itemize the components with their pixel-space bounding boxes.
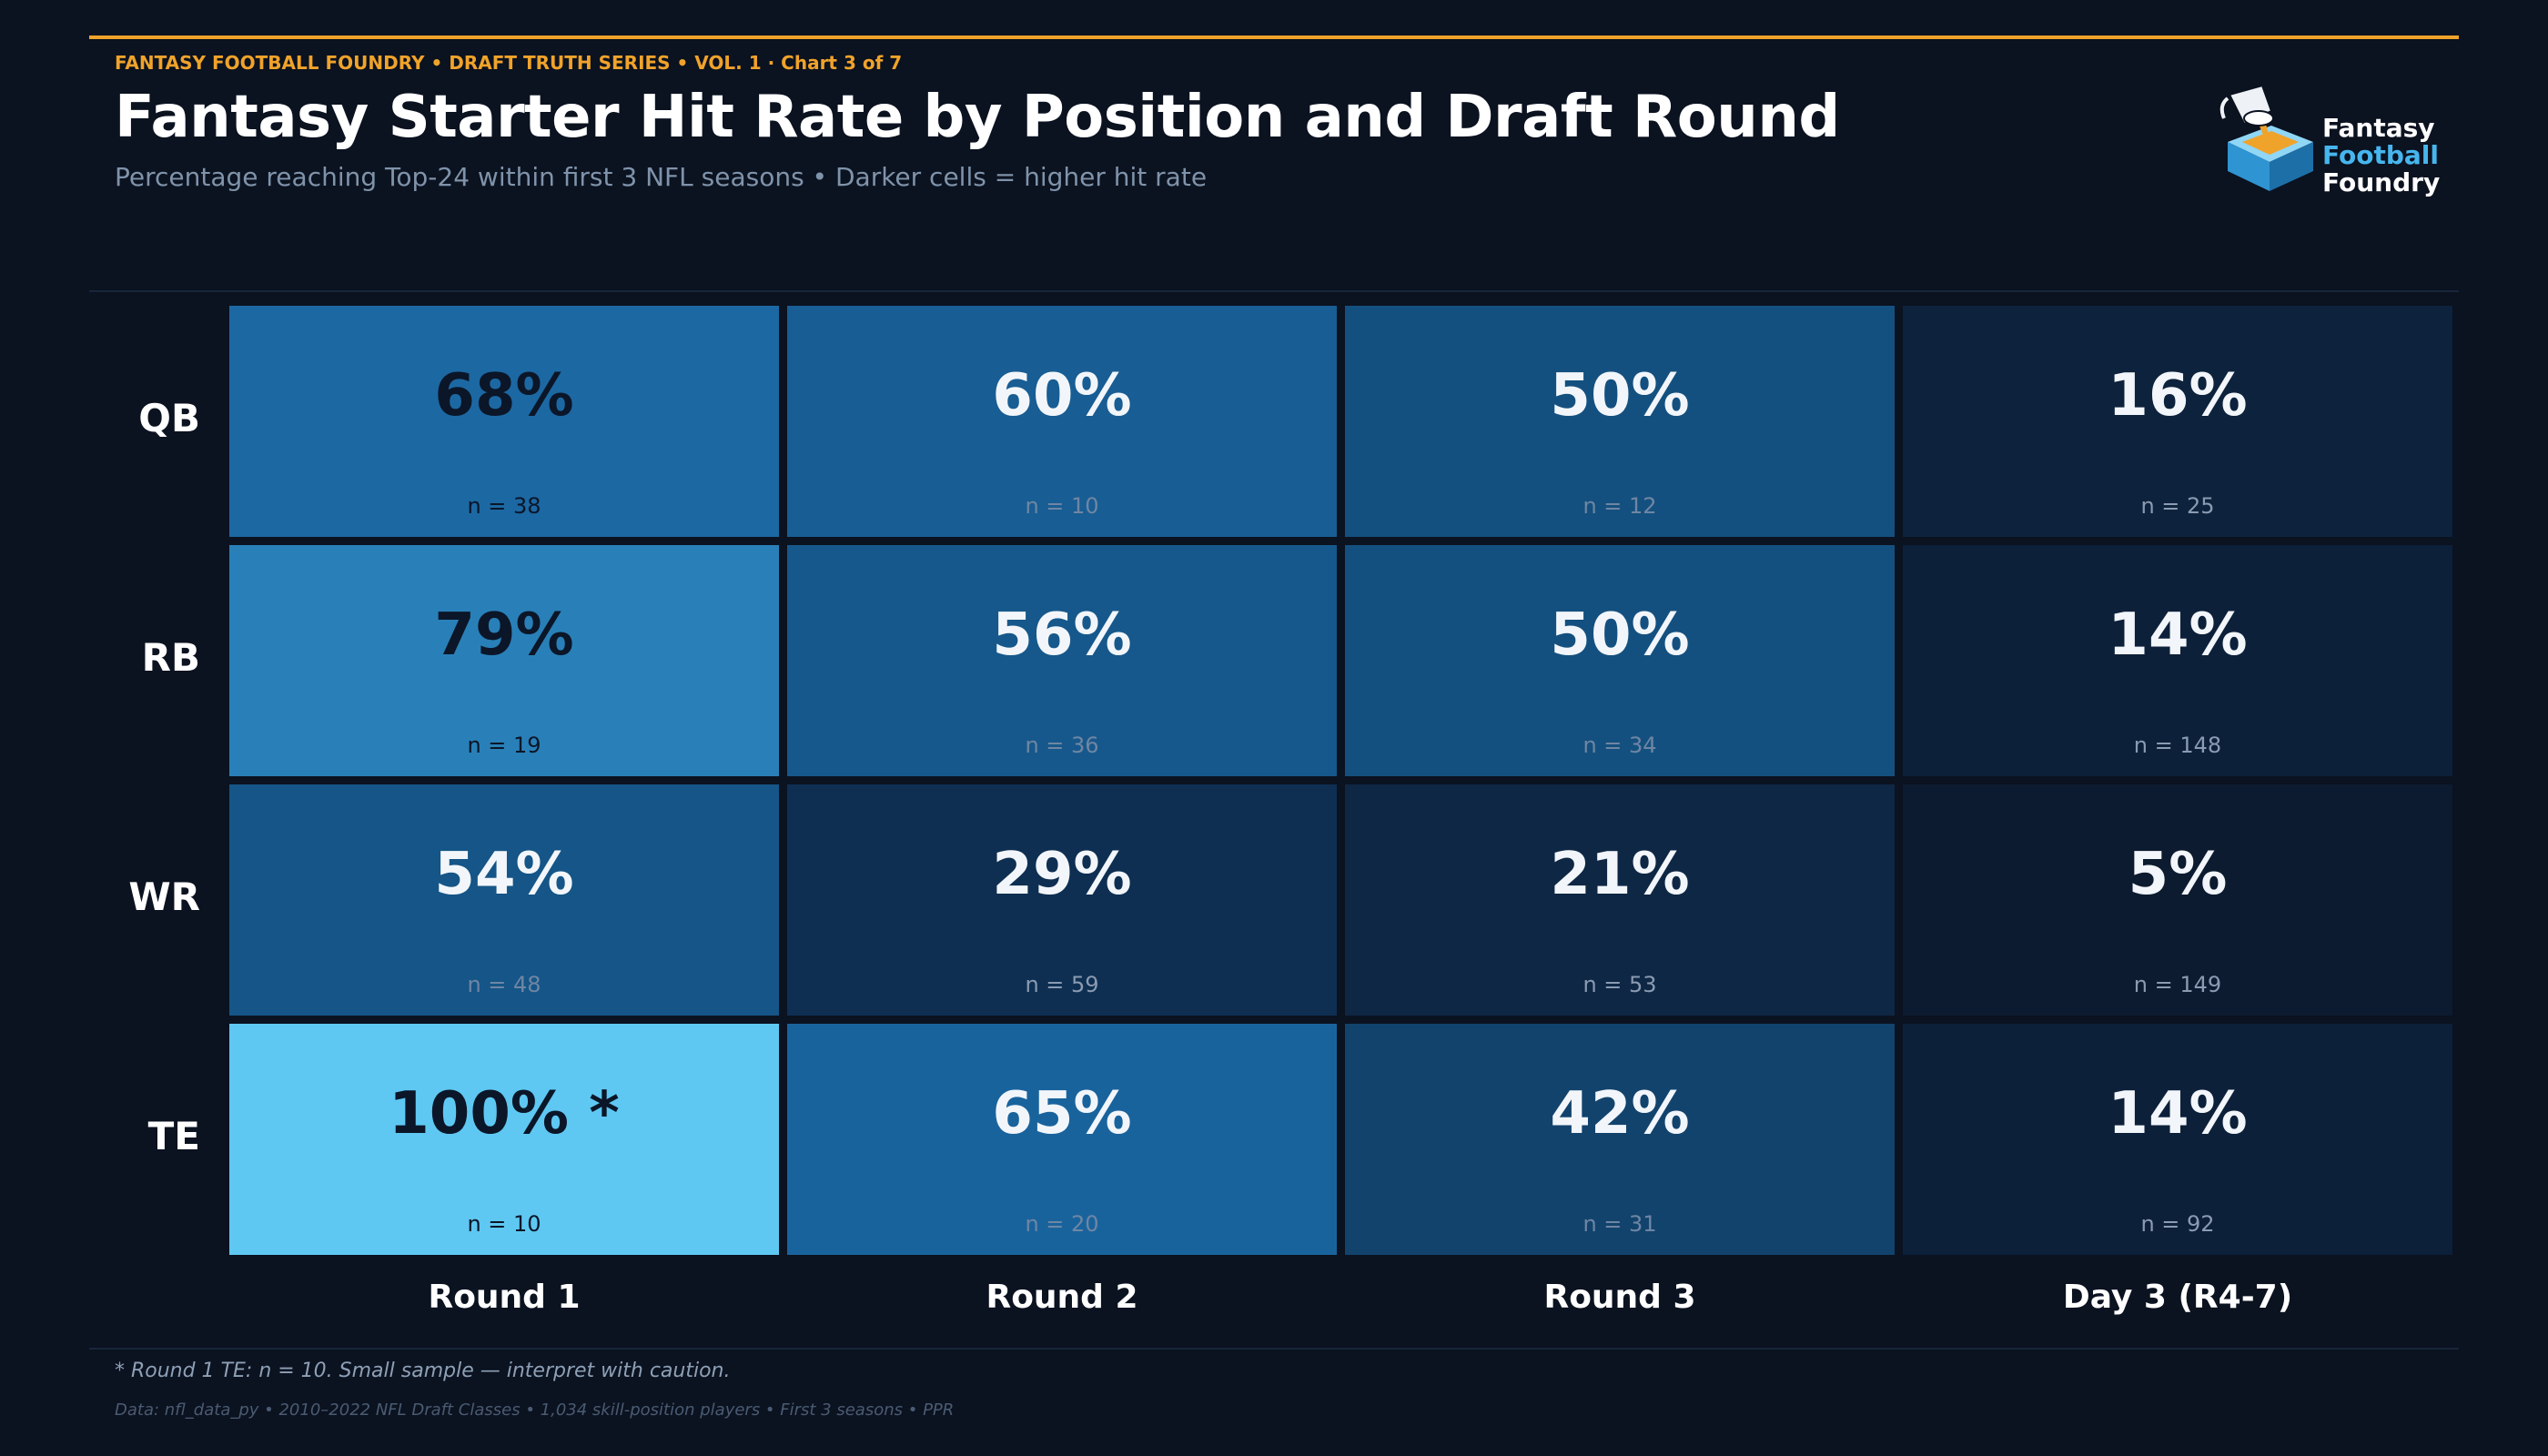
column-label-4: Day 3 (R4-7)	[2062, 1279, 2293, 1316]
heatmap-cell-wr-4: 5% n = 149	[1903, 784, 2452, 1016]
heatmap-cell-wr-2: 29% n = 59	[787, 784, 1337, 1016]
series-eyebrow: FANTASY FOOTBALL FOUNDRY • DRAFT TRUTH S…	[115, 52, 903, 74]
accent-rule	[89, 35, 2459, 39]
cell-value: 16%	[2108, 362, 2248, 430]
cell-sample-size: n = 59	[1025, 972, 1099, 997]
cell-value: 50%	[1550, 362, 1690, 430]
heatmap-cell-te-2: 65% n = 20	[787, 1024, 1337, 1255]
heatmap-cell-qb-3: 50% n = 12	[1345, 306, 1895, 537]
row-label-rb: RB	[141, 635, 200, 680]
row-label-wr: WR	[128, 875, 200, 919]
cell-value: 14%	[2108, 602, 2248, 669]
cell-sample-size: n = 53	[1582, 972, 1657, 997]
cell-sample-size: n = 20	[1025, 1211, 1099, 1237]
cell-value: 29%	[992, 841, 1132, 908]
cell-value: 54%	[434, 841, 574, 908]
chart-subtitle: Percentage reaching Top-24 within first …	[115, 162, 1208, 192]
column-label-3: Round 3	[1543, 1279, 1696, 1316]
bottom-divider	[89, 1348, 2459, 1350]
logo-word-3: Foundry	[2322, 167, 2441, 197]
logo-wordmark: Fantasy Football Foundry	[2322, 115, 2440, 197]
cell-value: 42%	[1550, 1080, 1690, 1148]
top-divider	[89, 290, 2459, 292]
cell-sample-size: n = 25	[2140, 493, 2215, 519]
heatmap-cell-te-4: 14% n = 92	[1903, 1024, 2452, 1255]
heatmap-cell-rb-4: 14% n = 148	[1903, 545, 2452, 776]
cell-sample-size: n = 149	[2133, 972, 2222, 997]
heatmap-cell-rb-1: 79% n = 19	[229, 545, 779, 776]
heatmap-cell-rb-2: 56% n = 36	[787, 545, 1337, 776]
cell-value: 50%	[1550, 602, 1690, 669]
column-label-2: Round 2	[986, 1279, 1138, 1316]
cell-value: 68%	[434, 362, 574, 430]
cell-value: 21%	[1550, 841, 1690, 908]
cell-value: 56%	[992, 602, 1132, 669]
heatmap-cell-rb-3: 50% n = 34	[1345, 545, 1895, 776]
small-sample-footnote: * Round 1 TE: n = 10. Small sample — int…	[115, 1360, 731, 1382]
cell-sample-size: n = 34	[1582, 733, 1657, 758]
cell-sample-size: n = 10	[1025, 493, 1099, 519]
cell-value: 5%	[2128, 841, 2228, 908]
row-label-qb: QB	[138, 396, 200, 440]
bucket-box-icon	[2219, 84, 2313, 191]
heatmap-cell-te-3: 42% n = 31	[1345, 1024, 1895, 1255]
heatmap-cell-qb-1: 68% n = 38	[229, 306, 779, 537]
cell-value: 100% *	[389, 1080, 620, 1148]
cell-sample-size: n = 31	[1582, 1211, 1657, 1237]
cell-sample-size: n = 38	[467, 493, 541, 519]
cell-value: 14%	[2108, 1080, 2248, 1148]
cell-sample-size: n = 36	[1025, 733, 1099, 758]
heatmap-cell-wr-3: 21% n = 53	[1345, 784, 1895, 1016]
heatmap-cell-qb-4: 16% n = 25	[1903, 306, 2452, 537]
data-source: Data: nfl_data_py • 2010–2022 NFL Draft …	[115, 1400, 955, 1420]
cell-value: 60%	[992, 362, 1132, 430]
cell-sample-size: n = 48	[467, 972, 541, 997]
logo-word-2: Football	[2322, 140, 2439, 170]
cell-value: 65%	[992, 1080, 1132, 1148]
chart-title: Fantasy Starter Hit Rate by Position and…	[115, 84, 1840, 151]
row-label-te: TE	[147, 1114, 200, 1158]
logo-word-1: Fantasy	[2322, 113, 2435, 143]
cell-sample-size: n = 92	[2140, 1211, 2215, 1237]
heatmap-cell-wr-1: 54% n = 48	[229, 784, 779, 1016]
cell-sample-size: n = 19	[467, 733, 541, 758]
cell-value: 79%	[434, 602, 574, 669]
column-label-1: Round 1	[428, 1279, 581, 1316]
heatmap-cell-qb-2: 60% n = 10	[787, 306, 1337, 537]
heatmap-cell-te-1: 100% * n = 10	[229, 1024, 779, 1255]
foundry-logo: Fantasy Football Foundry	[2211, 78, 2440, 197]
cell-sample-size: n = 148	[2133, 733, 2222, 758]
cell-sample-size: n = 10	[467, 1211, 541, 1237]
cell-sample-size: n = 12	[1582, 493, 1657, 519]
